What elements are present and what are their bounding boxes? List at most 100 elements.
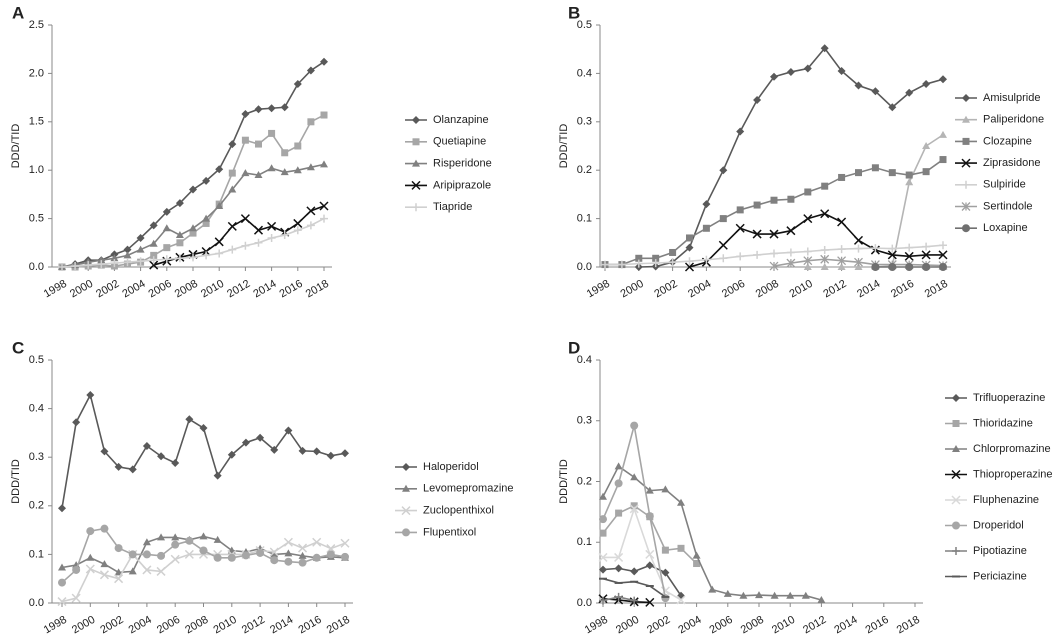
legend-marker — [952, 394, 960, 402]
data-point — [123, 258, 132, 267]
data-point — [635, 254, 643, 262]
data-point — [128, 465, 137, 474]
data-point — [905, 88, 914, 97]
data-point — [939, 241, 947, 250]
data-point — [284, 549, 293, 557]
data-point — [326, 544, 336, 554]
legend-marker — [951, 495, 961, 505]
x-tick-label: 2016 — [296, 614, 323, 637]
data-point — [114, 574, 124, 584]
data-point — [736, 206, 744, 214]
x-tick-label: 2018 — [325, 614, 352, 637]
data-point — [871, 263, 880, 271]
data-point — [100, 447, 109, 456]
data-point — [57, 597, 67, 607]
data-point — [677, 498, 685, 506]
x-tick-label: 2018 — [923, 278, 950, 301]
data-point — [770, 591, 779, 599]
y-tick-label: 0.2 — [577, 164, 592, 176]
data-point — [922, 242, 931, 251]
data-point — [888, 263, 897, 271]
x-tick-label: 2000 — [68, 278, 95, 301]
y-tick-label: 0.0 — [577, 261, 592, 273]
data-point — [228, 245, 237, 254]
data-point — [267, 221, 277, 231]
data-point — [293, 166, 302, 174]
legend-label: Ziprasidone — [983, 157, 1040, 169]
data-point — [786, 258, 796, 268]
y-tick-label: 1.0 — [29, 164, 44, 176]
x-tick-label: 2004 — [127, 614, 154, 637]
y-tick-label: 0.0 — [29, 261, 44, 273]
data-point — [320, 111, 328, 119]
series-line — [689, 212, 943, 268]
data-point — [341, 449, 349, 458]
data-point — [280, 103, 289, 112]
data-point — [601, 260, 609, 269]
data-point — [293, 226, 302, 235]
legend-marker — [412, 203, 420, 212]
data-point — [176, 239, 184, 247]
data-point — [922, 142, 931, 149]
x-tick-label: 2012 — [240, 614, 267, 637]
data-point — [326, 451, 335, 460]
x-tick-label: 2002 — [98, 614, 125, 637]
data-point — [660, 586, 670, 596]
series-line — [602, 465, 822, 601]
y-tick-label: 0.5 — [29, 213, 44, 225]
x-tick-label: 2006 — [147, 278, 174, 301]
data-point — [645, 549, 655, 559]
legend-marker — [952, 521, 960, 530]
y-tick-label: 2.5 — [29, 19, 44, 31]
x-tick-label: 2004 — [120, 278, 147, 301]
x-tick-label: 2014 — [855, 278, 882, 301]
data-point — [320, 160, 328, 168]
legend-marker — [412, 159, 420, 167]
data-point — [599, 596, 607, 605]
data-point — [630, 502, 638, 510]
data-point — [668, 258, 677, 267]
data-point — [702, 255, 711, 264]
data-point — [110, 259, 119, 268]
x-tick-label: 2006 — [708, 614, 735, 637]
data-point — [803, 64, 812, 73]
data-point — [100, 560, 109, 568]
legend-marker — [412, 138, 420, 146]
data-point — [171, 540, 180, 549]
data-point — [128, 550, 137, 559]
data-point — [227, 221, 237, 231]
data-point — [110, 254, 119, 262]
legend-label: Risperidone — [433, 158, 492, 170]
legend-marker — [962, 180, 970, 189]
y-tick-label: 2.0 — [29, 67, 44, 79]
data-point — [58, 563, 66, 571]
data-point — [599, 529, 607, 537]
data-point — [71, 262, 80, 271]
data-point — [677, 544, 685, 552]
data-point — [254, 105, 263, 114]
data-point — [157, 452, 166, 461]
data-point — [803, 247, 812, 256]
data-point — [58, 263, 66, 271]
x-tick-label: 2006 — [155, 614, 182, 637]
data-point — [254, 238, 263, 247]
data-point — [189, 224, 197, 232]
data-point — [686, 234, 693, 242]
data-point — [692, 551, 701, 559]
x-tick-label: 2000 — [70, 614, 97, 637]
data-point — [149, 239, 158, 247]
y-tick-label: 0.2 — [577, 475, 592, 487]
data-point — [645, 561, 654, 570]
data-point — [837, 66, 846, 75]
series-line — [603, 506, 682, 601]
data-point — [86, 553, 95, 561]
data-point — [202, 176, 211, 185]
data-point — [614, 479, 623, 488]
data-point — [651, 259, 660, 268]
x-tick-label: 2008 — [754, 278, 781, 301]
data-point — [228, 140, 237, 149]
data-point — [97, 260, 106, 269]
data-point — [753, 201, 761, 209]
data-point — [298, 446, 307, 455]
data-point — [241, 241, 250, 250]
